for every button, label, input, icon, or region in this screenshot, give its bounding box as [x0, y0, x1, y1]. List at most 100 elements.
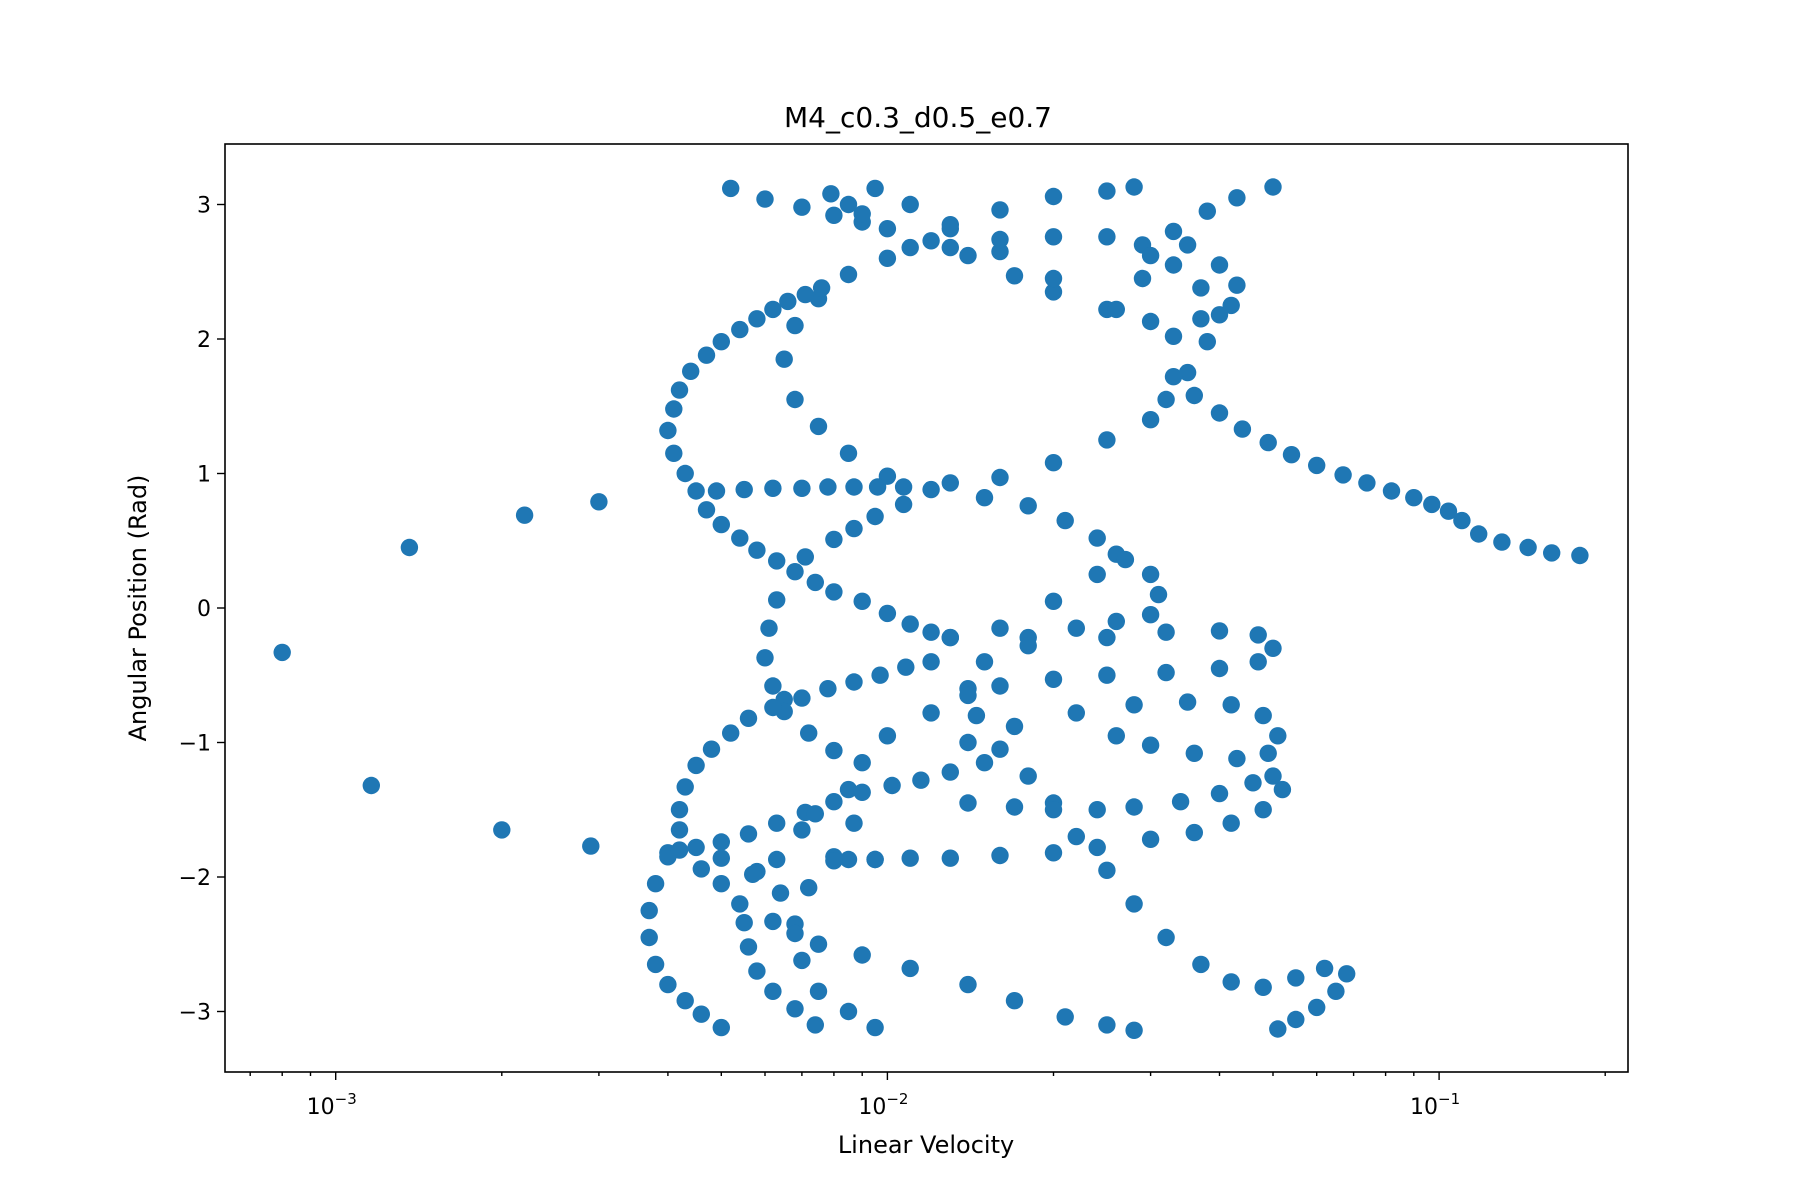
scatter-point	[1571, 546, 1589, 565]
scatter-point	[1133, 269, 1152, 288]
scatter-point	[1019, 767, 1037, 785]
scatter-point	[975, 489, 994, 507]
scatter-point	[912, 771, 930, 789]
scatter-point	[731, 895, 749, 913]
scatter-point	[922, 704, 940, 722]
scatter-point	[959, 794, 977, 812]
scatter-point	[1098, 628, 1116, 647]
scatter-point	[676, 464, 694, 483]
scatter-point	[756, 190, 774, 208]
scatter-point	[878, 604, 897, 623]
scatter-point	[1067, 619, 1086, 637]
scatter-point	[800, 724, 818, 742]
scatter-point	[922, 232, 940, 250]
scatter-point	[362, 776, 380, 795]
scatter-point	[1141, 830, 1160, 848]
scatter-point	[901, 195, 919, 214]
scatter-point	[819, 680, 837, 698]
y-axis-ticks: 3 2 1 0 −1 −2 −3	[179, 194, 225, 1026]
scatter-point	[839, 444, 858, 462]
scatter-point	[878, 249, 897, 267]
scatter-point	[866, 507, 884, 526]
scatter-point	[941, 474, 959, 492]
scatter-point	[1254, 978, 1272, 996]
scatter-point	[878, 727, 897, 745]
scatter-point	[853, 783, 871, 801]
scatter-point	[1164, 256, 1183, 274]
scatter-point	[1019, 637, 1037, 655]
scatter-point	[273, 643, 291, 662]
scatter-point	[1164, 368, 1183, 386]
scatter-point	[1125, 178, 1143, 196]
y-tick-label: 1	[197, 463, 211, 488]
scatter-point	[793, 689, 811, 707]
scatter-point	[800, 879, 818, 897]
scatter-point	[1222, 296, 1240, 315]
scatter-point	[712, 515, 730, 534]
scatter-point	[1254, 706, 1272, 725]
scatter-point	[590, 493, 608, 511]
scatter-point	[1222, 696, 1240, 714]
scatter-point	[1157, 623, 1175, 641]
scatter-point	[1125, 895, 1143, 913]
scatter-point	[1334, 466, 1352, 484]
scatter-point	[768, 552, 786, 570]
scatter-point	[702, 740, 721, 758]
scatter-point	[748, 541, 766, 559]
scatter-point	[1044, 801, 1063, 819]
scatter-point	[825, 583, 843, 601]
scatter-point	[991, 846, 1009, 865]
scatter-point	[839, 195, 858, 214]
scatter-point	[1164, 222, 1183, 241]
scatter-point	[665, 400, 683, 418]
scatter-point	[712, 849, 730, 867]
scatter-point	[806, 573, 824, 592]
scatter-point	[786, 390, 804, 409]
y-tick-label: −2	[179, 866, 211, 891]
scatter-point	[853, 946, 871, 964]
scatter-point	[1222, 973, 1240, 991]
scatter-point	[1287, 1010, 1305, 1029]
scatter-point	[739, 709, 758, 727]
scatter-point	[1157, 928, 1175, 947]
scatter-point	[697, 346, 716, 364]
scatter-point	[1067, 704, 1086, 722]
x-tick-label: 10−2	[858, 1090, 908, 1120]
scatter-point	[739, 825, 758, 843]
scatter-point	[894, 495, 913, 514]
scatter-point	[894, 478, 913, 496]
scatter-point	[793, 821, 811, 839]
scatter-point	[1423, 495, 1441, 514]
scatter-point	[1098, 182, 1116, 200]
scatter-point	[764, 982, 782, 1000]
scatter-point	[1056, 511, 1074, 530]
scatter-point	[806, 1016, 824, 1034]
scatter-point	[839, 1002, 858, 1021]
scatter-point	[991, 242, 1009, 261]
scatter-point	[722, 179, 740, 198]
scatter-point	[991, 230, 1009, 249]
scatter-point	[941, 763, 959, 781]
scatter-point	[1141, 606, 1160, 624]
scatter-point	[1185, 744, 1204, 762]
scatter-point	[922, 653, 940, 671]
scatter-point	[1228, 276, 1246, 294]
scatter-point	[1315, 959, 1334, 978]
scatter-point	[764, 698, 782, 717]
scatter-point	[1125, 1021, 1143, 1039]
scatter-point	[1228, 749, 1246, 768]
scatter-point	[1222, 814, 1240, 832]
scatter-point	[1088, 565, 1106, 584]
scatter-point	[786, 924, 804, 943]
scatter-point	[1125, 798, 1143, 816]
scatter-point	[659, 975, 677, 994]
scatter-point	[793, 479, 811, 497]
scatter-point	[786, 316, 804, 335]
scatter-point	[1157, 663, 1175, 682]
y-tick-label: 0	[197, 597, 211, 622]
scatter-point	[901, 238, 919, 257]
scatter-point	[1164, 327, 1183, 345]
scatter-point	[670, 821, 689, 839]
scatter-point	[1287, 969, 1305, 987]
